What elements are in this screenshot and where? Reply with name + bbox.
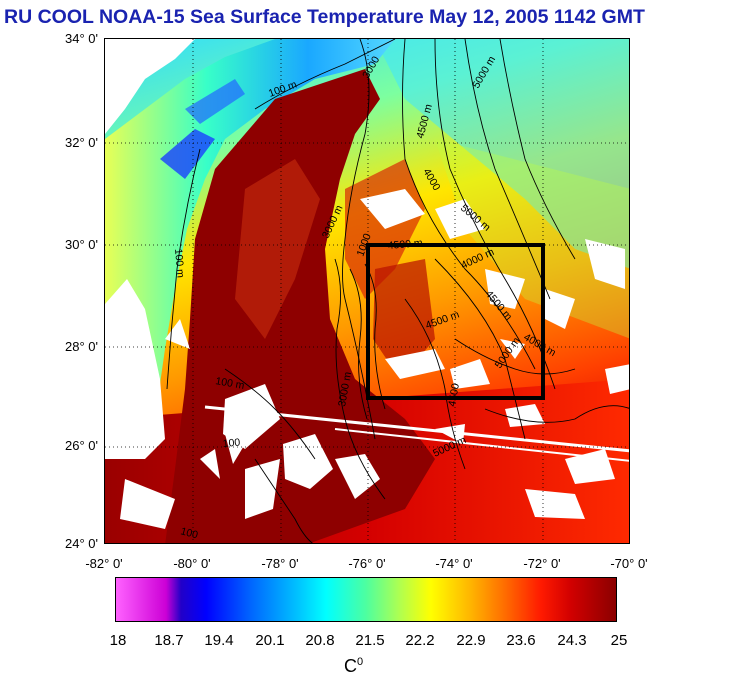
land-georgia-carolina	[105, 39, 195, 134]
lat-tick-label: 28° 0'	[65, 339, 98, 354]
cloud-mask	[165, 189, 629, 519]
lon-tick-label: -70° 0'	[610, 556, 648, 571]
lat-tick-label: 24° 0'	[65, 536, 98, 551]
colorbar-label: 21.5	[355, 632, 385, 649]
lat-tick-label: 34° 0'	[65, 31, 98, 46]
colorbar-label: 22.9	[456, 632, 486, 649]
colorbar-label: 23.6	[506, 632, 536, 649]
colorbar-unit-sup: 0	[357, 656, 364, 668]
land-florida	[105, 279, 165, 459]
contour-label: 4500 m	[387, 237, 423, 252]
lat-tick-label: 26° 0'	[65, 438, 98, 453]
lon-tick-label: -82° 0'	[85, 556, 123, 571]
page-title: RU COOL NOAA-15 Sea Surface Temperature …	[4, 6, 645, 28]
contour-label: 100	[222, 436, 241, 449]
sst-map[interactable]: 100 m 3000 5000 m 4500 m 4000 5000 m 300…	[104, 38, 630, 544]
colorbar-label: 20.8	[305, 632, 335, 649]
lon-tick-label: -74° 0'	[435, 556, 473, 571]
contour-label: 100 m	[172, 248, 187, 278]
lat-tick-label: 32° 0'	[65, 135, 98, 150]
colorbar-unit-letter: C	[344, 656, 357, 676]
contour-label: 4500	[446, 382, 462, 407]
colorbar-label: 24.3	[557, 632, 587, 649]
colorbar-label: 18.7	[154, 632, 184, 649]
shelf-water	[105, 39, 395, 419]
colorbar-label: 18	[109, 632, 127, 649]
colorbar-label: 25	[610, 632, 628, 649]
bathymetry-contours	[166, 39, 629, 543]
lon-tick-label: -72° 0'	[523, 556, 561, 571]
colorbar-unit: C0	[344, 656, 363, 677]
study-area-box[interactable]	[366, 243, 545, 400]
contour-label: 100 m	[214, 375, 245, 392]
swath-gap	[204, 405, 629, 453]
lon-tick-label: -76° 0'	[348, 556, 386, 571]
temperature-colorbar	[115, 577, 617, 622]
lat-tick-label: 30° 0'	[65, 237, 98, 252]
colorbar-label: 19.4	[204, 632, 234, 649]
colorbar-label: 22.2	[405, 632, 435, 649]
lon-tick-label: -78° 0'	[261, 556, 299, 571]
lon-tick-label: -80° 0'	[173, 556, 211, 571]
sst-map-canvas: 100 m 3000 5000 m 4500 m 4000 5000 m 300…	[105, 39, 629, 543]
contour-label: 100	[179, 525, 199, 541]
colorbar-label: 20.1	[255, 632, 285, 649]
